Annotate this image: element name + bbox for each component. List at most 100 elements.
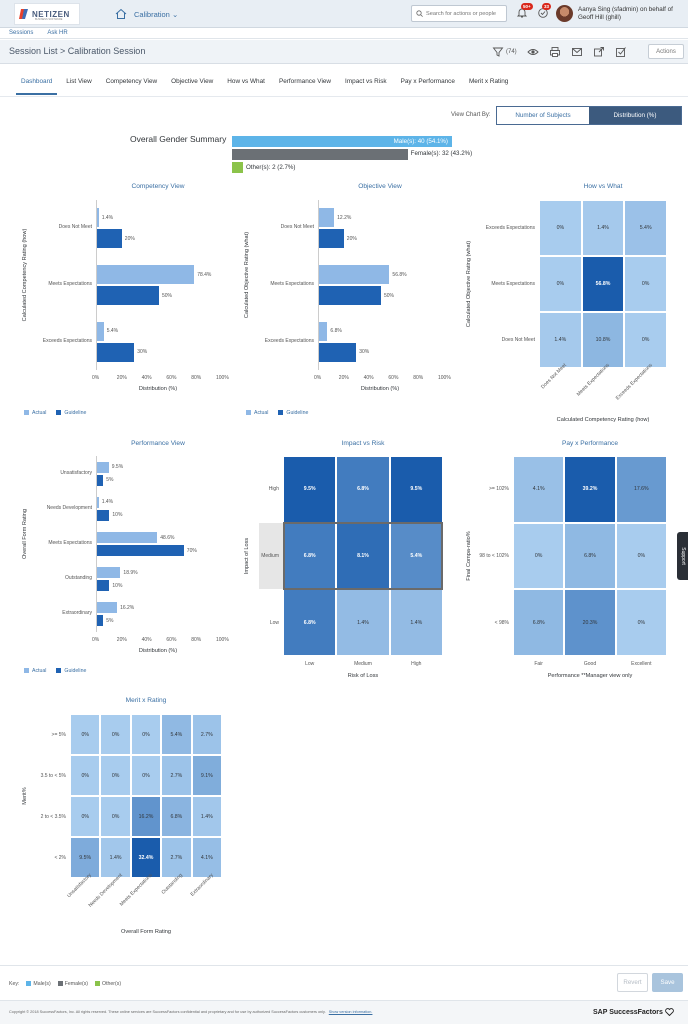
tab-dashboard[interactable]: Dashboard — [14, 75, 59, 95]
revert-button[interactable]: Revert — [617, 973, 648, 992]
performance-category-label: Needs Development — [46, 504, 92, 511]
how_vs_what-cell[interactable]: 0% — [539, 256, 582, 312]
objective-x-tick-label: 40% — [363, 375, 374, 381]
merit_x_rating-cell[interactable]: 0% — [100, 796, 131, 837]
competency-bar-value: 50% — [162, 292, 173, 299]
module-menu[interactable]: Calibration ⌄ — [134, 10, 178, 19]
pay_x_performance-cell[interactable]: 0% — [615, 589, 667, 656]
pay_x_performance-cell[interactable]: 6.8% — [564, 522, 616, 590]
distribution-button[interactable]: Distribution (%) — [589, 107, 681, 124]
filter-icon[interactable] — [492, 46, 504, 58]
merit_x_rating-cell[interactable]: 16.2% — [130, 796, 162, 837]
merit_x_rating-cell[interactable]: 6.8% — [161, 796, 192, 837]
support-tab[interactable]: Support — [677, 532, 688, 580]
impact_vs_risk-cell[interactable]: 6.8% — [283, 522, 337, 590]
tab-performance-view[interactable]: Performance View — [278, 78, 332, 85]
subnav-ask-hr[interactable]: Ask HR — [47, 30, 68, 36]
merit_x_rating-cell[interactable]: 1.4% — [191, 796, 222, 837]
company-logo[interactable]: NETIZEN BUSINESS SOFTWARE — [14, 3, 80, 25]
export-icon[interactable] — [593, 46, 605, 58]
performance-legend: Actual Guideline — [24, 668, 86, 674]
todo-button[interactable]: 33 — [537, 3, 552, 19]
pay_x_performance-cell[interactable]: 4.1% — [513, 456, 565, 523]
merit_x_rating-cell[interactable]: 0% — [100, 755, 131, 796]
eye-icon[interactable] — [527, 46, 539, 58]
search-icon — [416, 10, 423, 17]
how_vs_what-cell[interactable]: 5.4% — [624, 200, 667, 256]
merit_x_rating-cell[interactable]: 0% — [70, 714, 101, 755]
performance-bar-value: 1.4% — [101, 499, 114, 506]
competency-x-tick-label: 100% — [216, 375, 229, 381]
merit_x_rating-cell[interactable]: 0% — [100, 714, 131, 755]
pay_x_performance-cell[interactable]: 0% — [513, 522, 565, 590]
pay_x_performance-column-label: Good — [583, 661, 597, 667]
how_vs_what-cell[interactable]: 10.8% — [581, 312, 625, 368]
competency-category-label: Meets Expectations — [48, 281, 92, 287]
how_vs_what-cell[interactable]: 1.4% — [581, 200, 625, 256]
user-name[interactable]: Aanya Sing (sfadmin) on behalf of Geoff … — [578, 6, 673, 21]
merit_x_rating-cell[interactable]: 0% — [70, 755, 101, 796]
email-icon[interactable] — [571, 46, 583, 58]
key-other: Other(s) — [95, 981, 121, 987]
tab-impact-vs-risk[interactable]: Impact vs Risk — [345, 78, 387, 85]
tab-competency-view[interactable]: Competency View — [105, 78, 158, 85]
pay_x_performance-cell[interactable]: 39.2% — [564, 456, 616, 523]
merit_x_rating-cell[interactable]: 2.7% — [161, 755, 192, 796]
how_vs_what-cell[interactable]: 0% — [624, 256, 667, 312]
notification-count-badge: 50+ — [521, 3, 533, 10]
title-bar: Session List > Calibration Session (74) … — [0, 40, 688, 64]
impact_vs_risk-cell[interactable]: 9.5% — [283, 456, 337, 523]
version-info-link[interactable]: Show version information. — [328, 1010, 373, 1014]
impact_vs_risk-cell[interactable]: 6.8% — [336, 456, 390, 523]
home-icon[interactable] — [115, 8, 127, 20]
tab-list-view[interactable]: List View — [66, 78, 92, 85]
print-icon[interactable] — [549, 46, 561, 58]
merit_x_rating-cell[interactable]: 0% — [130, 714, 162, 755]
objective-bar-guideline — [319, 286, 381, 305]
tab-how-vs-what[interactable]: How vs What — [227, 78, 265, 85]
tab-pay-x-performance[interactable]: Pay x Performance — [400, 78, 455, 85]
merit_x_rating-cell[interactable]: 0% — [130, 755, 162, 796]
how_vs_what-cell[interactable]: 0% — [539, 200, 582, 256]
merit_x_rating-cell[interactable]: 0% — [70, 796, 101, 837]
pay_x_performance-cell[interactable]: 0% — [615, 522, 667, 590]
actions-button[interactable]: Actions — [648, 44, 684, 59]
merit_x_rating-cell[interactable]: 32.4% — [130, 837, 162, 878]
impact_vs_risk-cell[interactable]: 1.4% — [389, 589, 443, 656]
tab-objective-view[interactable]: Objective View — [171, 78, 214, 85]
approve-icon[interactable] — [615, 46, 627, 58]
performance-bar-guideline — [97, 615, 104, 627]
pay_x_performance-cell[interactable]: 6.8% — [513, 589, 565, 656]
merit_x_rating-cell[interactable]: 4.1% — [191, 837, 222, 878]
search-box[interactable] — [411, 5, 507, 22]
competency-bar-actual — [97, 265, 195, 284]
how_vs_what-cell[interactable]: 1.4% — [539, 312, 582, 368]
how_vs_what-cell[interactable]: 0% — [624, 312, 667, 368]
impact_vs_risk-cell[interactable]: 5.4% — [389, 522, 443, 590]
merit_x_rating-cell[interactable]: 9.1% — [191, 755, 222, 796]
tab-merit-x-rating[interactable]: Merit x Rating — [468, 78, 509, 85]
impact_vs_risk-cell[interactable]: 8.1% — [336, 522, 390, 590]
objective-x-tick-label: 80% — [413, 375, 424, 381]
impact_vs_risk-cell[interactable]: 9.5% — [389, 456, 443, 523]
impact_vs_risk-cell[interactable]: 1.4% — [336, 589, 390, 656]
pay_x_performance-cell[interactable]: 17.6% — [615, 456, 667, 523]
performance-legend-item: Guideline — [56, 668, 86, 674]
save-button[interactable]: Save — [652, 973, 683, 992]
how_vs_what-cell[interactable]: 56.8% — [581, 256, 625, 312]
competency-bar-guideline — [97, 286, 159, 305]
number-of-subjects-button[interactable]: Number of Subjects — [497, 107, 589, 124]
notifications-button[interactable]: 50+ — [516, 3, 533, 19]
merit_x_rating-cell[interactable]: 5.4% — [161, 714, 192, 755]
pay_x_performance-cell[interactable]: 20.3% — [564, 589, 616, 656]
search-input[interactable] — [426, 10, 504, 17]
impact_vs_risk-cell[interactable]: 6.8% — [283, 589, 337, 656]
merit_x_rating-cell[interactable]: 1.4% — [100, 837, 131, 878]
merit_x_rating-cell[interactable]: 9.5% — [70, 837, 101, 878]
how_vs_what-column-label: Exceeds Expectations — [614, 362, 654, 402]
gender-bar-female — [232, 149, 408, 160]
merit_x_rating-cell[interactable]: 2.7% — [161, 837, 192, 878]
avatar[interactable] — [556, 5, 573, 22]
merit_x_rating-cell[interactable]: 2.7% — [191, 714, 222, 755]
subnav-sessions[interactable]: Sessions — [9, 30, 34, 36]
